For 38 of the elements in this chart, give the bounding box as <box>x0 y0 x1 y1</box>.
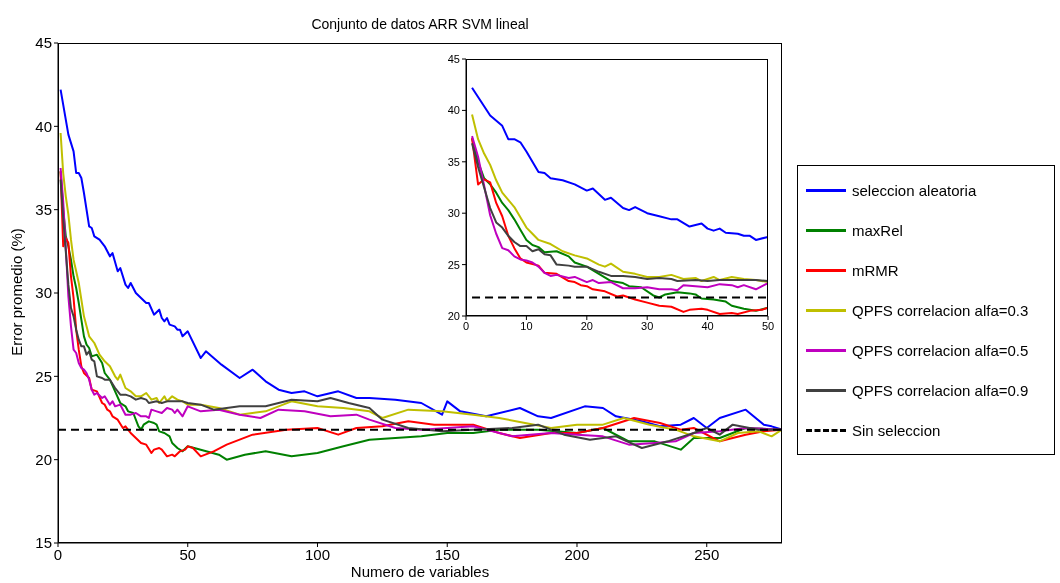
legend-label: Sin seleccion <box>852 421 941 439</box>
x-tick-label: 50 <box>179 545 197 563</box>
legend-label: QPFS correlacion alfa=0.3 <box>852 301 1029 319</box>
x-tick-label: 0 <box>462 319 470 332</box>
y-tick-label: 35 <box>35 200 52 218</box>
x-tick-label: 40 <box>701 319 714 332</box>
x-tick-label: 50 <box>761 319 775 332</box>
y-tick-label: 40 <box>35 117 52 135</box>
line-series <box>471 86 768 241</box>
x-tick-label: 30 <box>641 319 654 332</box>
x-tick-label: 250 <box>694 545 720 563</box>
y-tick-label: 25 <box>35 367 52 385</box>
x-tick-label: 150 <box>434 545 460 563</box>
x-tick-label: 200 <box>564 545 590 563</box>
legend-label: QPFS correlacion alfa=0.5 <box>852 341 1029 359</box>
line-series <box>59 88 782 431</box>
x-tick-label: 0 <box>53 545 63 563</box>
y-axis-title: Error promedio (%) <box>8 227 26 358</box>
y-tick-label: 15 <box>35 534 52 552</box>
y-tick-label: 20 <box>447 309 460 322</box>
legend-label: QPFS correlacion alfa=0.9 <box>852 381 1029 399</box>
y-tick-label: 20 <box>35 450 52 468</box>
legend-label: seleccion aleatoria <box>852 181 977 199</box>
y-tick-label: 30 <box>35 284 52 302</box>
y-tick-label: 25 <box>447 258 460 271</box>
y-tick-label: 45 <box>35 34 52 52</box>
x-axis-title: Numero de variables <box>349 563 491 580</box>
x-tick-label: 100 <box>304 545 331 563</box>
y-tick-label: 35 <box>447 155 460 168</box>
chart-title: Conjunto de datos ARR SVM lineal <box>310 16 530 32</box>
x-tick-label: 10 <box>520 319 533 332</box>
y-tick-label: 40 <box>447 104 460 117</box>
legend-label: maxRel <box>852 221 903 239</box>
x-tick-label: 20 <box>580 319 593 332</box>
legend-label: mRMR <box>852 261 899 279</box>
y-tick-label: 30 <box>447 207 460 220</box>
line-series <box>471 113 768 284</box>
y-tick-label: 45 <box>447 52 460 65</box>
